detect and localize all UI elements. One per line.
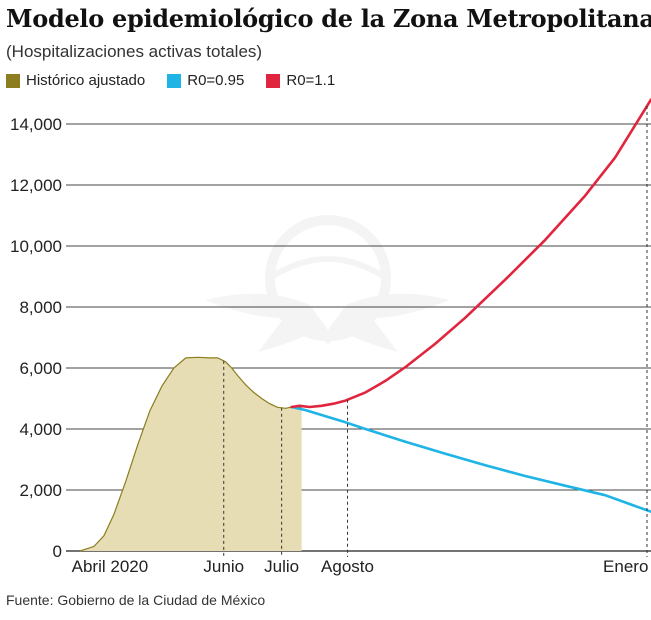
x-tick-label: Agosto: [321, 557, 374, 576]
legend-item-r0-095: R0=0.95: [167, 72, 244, 89]
watermark-emblem-icon: [205, 215, 450, 352]
chart-area: 0 2,000 4,000 6,000 8,000 10,000 12,000 14,000 A…: [10, 98, 651, 576]
legend-label-r0-11: R0=1.1: [286, 72, 336, 89]
legend-swatch-historico: [6, 73, 20, 88]
legend-label-r0-095: R0=0.95: [187, 72, 245, 89]
y-tick-label: 8,000: [19, 298, 62, 317]
source-note: Fuente: Gobierno de la Ciudad de México: [6, 592, 266, 608]
legend-item-historico: Histórico ajustado: [6, 72, 145, 89]
series-line-r0-11: [290, 98, 651, 409]
y-tick-label: 4,000: [19, 420, 62, 439]
x-tick-label: Junio: [203, 557, 244, 576]
historic-line: [79, 356, 302, 552]
legend-item-r0-11: R0=1.1: [266, 72, 335, 89]
legend-swatch-r0-095: [167, 73, 182, 88]
y-tick-label: 14,000: [10, 115, 62, 134]
y-tick-label: 6,000: [19, 359, 62, 378]
y-tick-label: 10,000: [10, 237, 62, 256]
legend: Histórico ajustado R0=0.95 R0=1.1: [6, 72, 357, 89]
x-tick-label: Enero 2021: [603, 557, 651, 576]
y-tick-label: 2,000: [19, 481, 62, 500]
y-tick-label: 0: [53, 542, 62, 561]
legend-label-historico: Histórico ajustado: [26, 72, 146, 89]
series-line-r0-095: [290, 405, 651, 513]
historic-area: [80, 357, 302, 551]
chart-subtitle: (Hospitalizaciones activas totales): [6, 42, 263, 61]
y-tick-label: 12,000: [10, 176, 62, 195]
legend-swatch-r0-11: [266, 73, 281, 88]
x-tick-label: Abril 2020: [72, 557, 149, 576]
chart-title: Modelo epidemiológico de la Zona Metropo…: [6, 4, 651, 33]
x-tick-label: Julio: [264, 557, 299, 576]
